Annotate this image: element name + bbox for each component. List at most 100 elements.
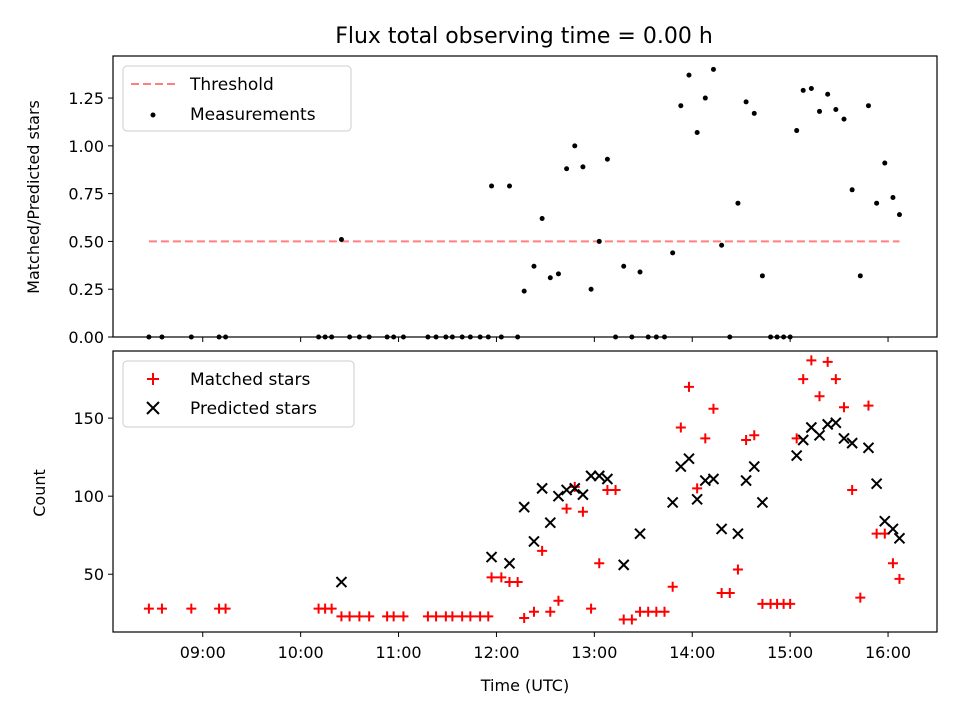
measurement-point xyxy=(572,143,578,149)
measurement-point xyxy=(489,183,495,189)
predicted-stars-point xyxy=(740,474,752,487)
matched-stars-point xyxy=(483,611,494,622)
legend-predicted-label: Predicted stars xyxy=(190,399,317,419)
measurement-point xyxy=(702,95,708,101)
matched-stars-point xyxy=(863,400,874,411)
y-tick-label: 0.25 xyxy=(68,280,104,299)
matched-stars-point xyxy=(667,581,678,592)
predicted-stars-point xyxy=(634,527,646,540)
x-tick-label: 16:00 xyxy=(865,643,911,662)
matched-stars-point xyxy=(537,545,548,556)
measurement-point xyxy=(817,108,823,114)
measurement-point xyxy=(506,183,512,189)
legend-measurements-swatch xyxy=(150,112,156,118)
predicted-stars-point xyxy=(838,432,850,445)
matched-stars-point xyxy=(326,603,337,614)
matched-stars-point xyxy=(838,402,849,413)
matched-stars-point xyxy=(847,484,858,495)
measurement-point xyxy=(808,85,814,91)
predicted-stars-point xyxy=(790,449,803,462)
measurement-point xyxy=(555,271,561,277)
measurement-point xyxy=(833,107,839,113)
measurement-point xyxy=(825,91,831,97)
measurement-point xyxy=(521,288,527,294)
predicted-stars-point xyxy=(870,477,883,490)
x-tick-label: 11:00 xyxy=(375,643,421,662)
matched-stars-point xyxy=(659,606,670,617)
figure-title: Flux total observing time = 0.00 h xyxy=(335,24,713,49)
predicted-stars-point xyxy=(552,490,565,502)
matched-stars-point xyxy=(465,611,476,622)
predicted-stars-point xyxy=(862,442,875,454)
legend-measurements-label: Measurements xyxy=(190,105,316,125)
bottom-panel-frame xyxy=(112,350,938,633)
matched-stars-point xyxy=(586,603,597,614)
matched-stars-point xyxy=(749,430,760,441)
legend-threshold-label: Threshold xyxy=(189,75,274,95)
legend-matched-swatch xyxy=(147,373,159,385)
predicted-stars-point xyxy=(887,523,899,535)
matched-stars-point xyxy=(791,433,802,444)
measurement-point xyxy=(896,212,902,218)
predicted-stars-point xyxy=(485,551,498,563)
bottom-panel-axes: 09:00 10:00 11:00 12:00 13:00 14:00 15:00 16:00… xyxy=(73,409,911,662)
predicted-stars-point xyxy=(593,470,605,482)
predicted-stars-point xyxy=(715,523,728,535)
predicted-stars-point xyxy=(683,453,695,465)
y-tick-label: 1.25 xyxy=(68,89,104,108)
predicted-stars-point xyxy=(666,496,679,509)
matched-stars-point xyxy=(344,611,355,622)
matched-stars-point xyxy=(798,374,809,385)
matched-stars-point xyxy=(447,611,458,622)
matched-stars-point xyxy=(512,577,523,588)
x-tick-label: 10:00 xyxy=(278,643,324,662)
matched-stars-point xyxy=(814,391,825,402)
measurement-point xyxy=(564,166,570,172)
predicted-stars-point xyxy=(756,496,769,509)
measurement-point xyxy=(890,194,896,200)
bottom-panel-ylabel: Count xyxy=(30,469,49,517)
matched-stars-point xyxy=(561,503,572,514)
predicted-stars-point xyxy=(601,473,614,485)
top-panel-legend: Threshold Measurements xyxy=(122,65,352,132)
bottom-panel: 09:00 10:00 11:00 12:00 13:00 14:00 15:00 16:00… xyxy=(30,350,938,695)
matched-stars-point xyxy=(822,356,833,367)
measurement-point xyxy=(743,99,749,105)
x-tick-label: 15:00 xyxy=(767,643,813,662)
x-tick-label: 12:00 xyxy=(473,643,519,662)
predicted-stars-point xyxy=(732,527,744,540)
matched-stars-point xyxy=(496,572,507,583)
matched-stars-point xyxy=(894,573,905,584)
predicted-stars-point xyxy=(585,470,597,482)
matched-stars-point xyxy=(626,614,637,625)
bottom-panel-xlabel: Time (UTC) xyxy=(480,676,569,695)
measurement-point xyxy=(751,110,757,116)
measurement-point xyxy=(338,237,344,243)
measurement-point xyxy=(637,269,643,275)
matched-stars-point xyxy=(830,374,841,385)
matched-stars-point xyxy=(364,611,375,622)
measurement-point xyxy=(759,273,765,279)
matched-stars-point xyxy=(545,606,556,617)
predicted-stars-point xyxy=(544,517,556,529)
measurement-point xyxy=(531,263,537,269)
predicted-stars-point xyxy=(618,559,630,571)
predicted-stars-point xyxy=(748,460,760,473)
predicted-stars-point xyxy=(569,482,581,495)
y-tick-label: 0.75 xyxy=(68,185,104,204)
matched-stars-point xyxy=(528,606,539,617)
matched-stars-point xyxy=(156,603,167,614)
matched-stars-point xyxy=(708,403,719,414)
measurement-point xyxy=(882,160,888,166)
matched-stars-point xyxy=(388,611,399,622)
matched-stars-point xyxy=(855,592,866,603)
matched-stars-point xyxy=(732,564,743,575)
matched-stars-point xyxy=(577,506,588,517)
y-tick-label: 100 xyxy=(73,487,104,506)
measurement-point xyxy=(580,164,586,170)
matched-stars-point xyxy=(785,598,796,609)
y-tick-label: 150 xyxy=(73,409,104,428)
measurement-point xyxy=(596,238,602,244)
top-panel-axes: 0.00 0.25 0.50 0.75 1.00 1.25 xyxy=(68,89,889,347)
